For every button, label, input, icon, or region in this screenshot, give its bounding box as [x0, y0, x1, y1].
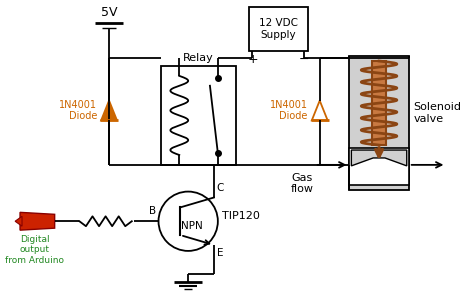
Text: Digital
output
from Arduino: Digital output from Arduino — [5, 235, 64, 265]
Text: 1N4001
Diode: 1N4001 Diode — [270, 100, 308, 121]
Polygon shape — [20, 212, 55, 230]
Polygon shape — [101, 101, 117, 120]
Text: 1N4001
Diode: 1N4001 Diode — [59, 100, 97, 121]
Bar — [248, 7, 308, 51]
Polygon shape — [312, 101, 328, 120]
Bar — [349, 148, 409, 185]
Text: C: C — [217, 183, 224, 192]
Bar — [372, 61, 386, 145]
Text: NPN: NPN — [181, 221, 203, 231]
Text: Gas
flow: Gas flow — [291, 173, 313, 194]
Bar — [162, 66, 236, 165]
Text: TIP120: TIP120 — [222, 211, 260, 221]
Text: Relay: Relay — [183, 53, 214, 63]
Text: −: − — [299, 53, 309, 66]
Text: +: + — [247, 53, 258, 66]
Text: E: E — [217, 248, 223, 258]
Text: Solenoid
valve: Solenoid valve — [414, 102, 462, 124]
Text: 12 VDC
Supply: 12 VDC Supply — [259, 18, 298, 40]
Text: B: B — [149, 206, 156, 216]
Polygon shape — [351, 150, 407, 166]
Text: 5V: 5V — [101, 6, 117, 18]
Polygon shape — [15, 216, 22, 226]
Bar — [349, 56, 409, 190]
